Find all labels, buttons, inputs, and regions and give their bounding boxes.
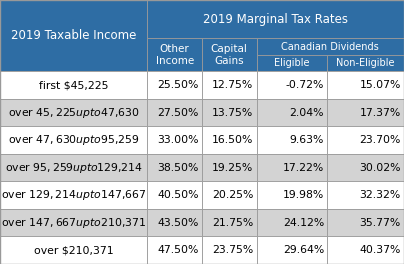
Text: 2019 Taxable Income: 2019 Taxable Income [11, 29, 137, 42]
Bar [327, 209, 404, 237]
Bar [147, 126, 202, 154]
Bar [202, 209, 257, 237]
Bar [202, 38, 257, 71]
Bar [147, 99, 202, 126]
Text: 13.75%: 13.75% [212, 107, 253, 117]
Bar [327, 154, 404, 181]
Bar [257, 126, 327, 154]
Bar [327, 71, 404, 99]
Bar [202, 99, 257, 126]
Bar [257, 55, 327, 71]
Text: 2.04%: 2.04% [290, 107, 324, 117]
Text: 24.12%: 24.12% [283, 218, 324, 228]
Bar [257, 209, 327, 237]
Bar [257, 38, 404, 55]
Text: 43.50%: 43.50% [158, 218, 199, 228]
Bar [0, 237, 147, 264]
Text: 15.07%: 15.07% [360, 80, 401, 90]
Text: 21.75%: 21.75% [212, 218, 253, 228]
Bar [0, 0, 147, 71]
Bar [147, 181, 202, 209]
Bar [257, 154, 327, 181]
Text: -0.72%: -0.72% [286, 80, 324, 90]
Text: 16.50%: 16.50% [212, 135, 253, 145]
Text: over $95,259 up to $129,214: over $95,259 up to $129,214 [5, 161, 143, 175]
Bar [147, 38, 202, 71]
Text: 35.77%: 35.77% [360, 218, 401, 228]
Text: 19.25%: 19.25% [212, 163, 253, 173]
Text: 47.50%: 47.50% [158, 245, 199, 255]
Bar [147, 154, 202, 181]
Text: over $45,225 up to $47,630: over $45,225 up to $47,630 [8, 106, 140, 120]
Bar [202, 71, 257, 99]
Bar [257, 71, 327, 99]
Text: 29.64%: 29.64% [283, 245, 324, 255]
Bar [147, 0, 404, 38]
Text: 30.02%: 30.02% [359, 163, 401, 173]
Text: 12.75%: 12.75% [212, 80, 253, 90]
Bar [257, 181, 327, 209]
Text: Other
Income: Other Income [156, 44, 194, 65]
Bar [327, 181, 404, 209]
Text: first $45,225: first $45,225 [39, 80, 109, 90]
Bar [147, 71, 202, 99]
Text: 40.50%: 40.50% [157, 190, 199, 200]
Text: over $147,667 up to $210,371: over $147,667 up to $210,371 [1, 216, 147, 230]
Text: 23.70%: 23.70% [360, 135, 401, 145]
Text: over $47,630 up to $95,259: over $47,630 up to $95,259 [8, 133, 139, 147]
Bar [202, 181, 257, 209]
Bar [0, 154, 147, 181]
Text: 32.32%: 32.32% [360, 190, 401, 200]
Text: Non-Eligible: Non-Eligible [337, 58, 395, 68]
Text: 2019 Marginal Tax Rates: 2019 Marginal Tax Rates [203, 13, 348, 26]
Bar [0, 126, 147, 154]
Text: 17.22%: 17.22% [283, 163, 324, 173]
Text: Eligible: Eligible [274, 58, 309, 68]
Text: 38.50%: 38.50% [158, 163, 199, 173]
Bar [327, 126, 404, 154]
Text: 33.00%: 33.00% [157, 135, 199, 145]
Bar [202, 126, 257, 154]
Text: 23.75%: 23.75% [212, 245, 253, 255]
Text: 27.50%: 27.50% [158, 107, 199, 117]
Bar [0, 181, 147, 209]
Bar [0, 209, 147, 237]
Bar [202, 237, 257, 264]
Text: 20.25%: 20.25% [212, 190, 253, 200]
Text: 40.37%: 40.37% [360, 245, 401, 255]
Text: 25.50%: 25.50% [158, 80, 199, 90]
Bar [147, 237, 202, 264]
Bar [327, 55, 404, 71]
Bar [257, 237, 327, 264]
Bar [257, 99, 327, 126]
Text: Canadian Dividends: Canadian Dividends [282, 41, 379, 51]
Text: Capital
Gains: Capital Gains [211, 44, 248, 65]
Text: over $210,371: over $210,371 [34, 245, 114, 255]
Bar [147, 209, 202, 237]
Bar [0, 71, 147, 99]
Text: 17.37%: 17.37% [360, 107, 401, 117]
Bar [0, 99, 147, 126]
Text: 9.63%: 9.63% [290, 135, 324, 145]
Text: over $129,214 up to $147,667: over $129,214 up to $147,667 [1, 188, 146, 202]
Text: 19.98%: 19.98% [283, 190, 324, 200]
Bar [327, 237, 404, 264]
Bar [327, 99, 404, 126]
Bar [202, 154, 257, 181]
